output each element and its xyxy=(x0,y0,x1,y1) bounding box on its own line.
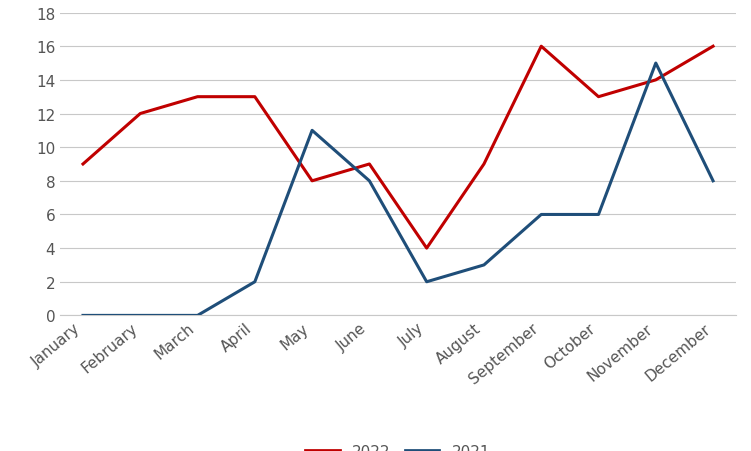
Legend: 2022, 2021: 2022, 2021 xyxy=(300,438,496,451)
